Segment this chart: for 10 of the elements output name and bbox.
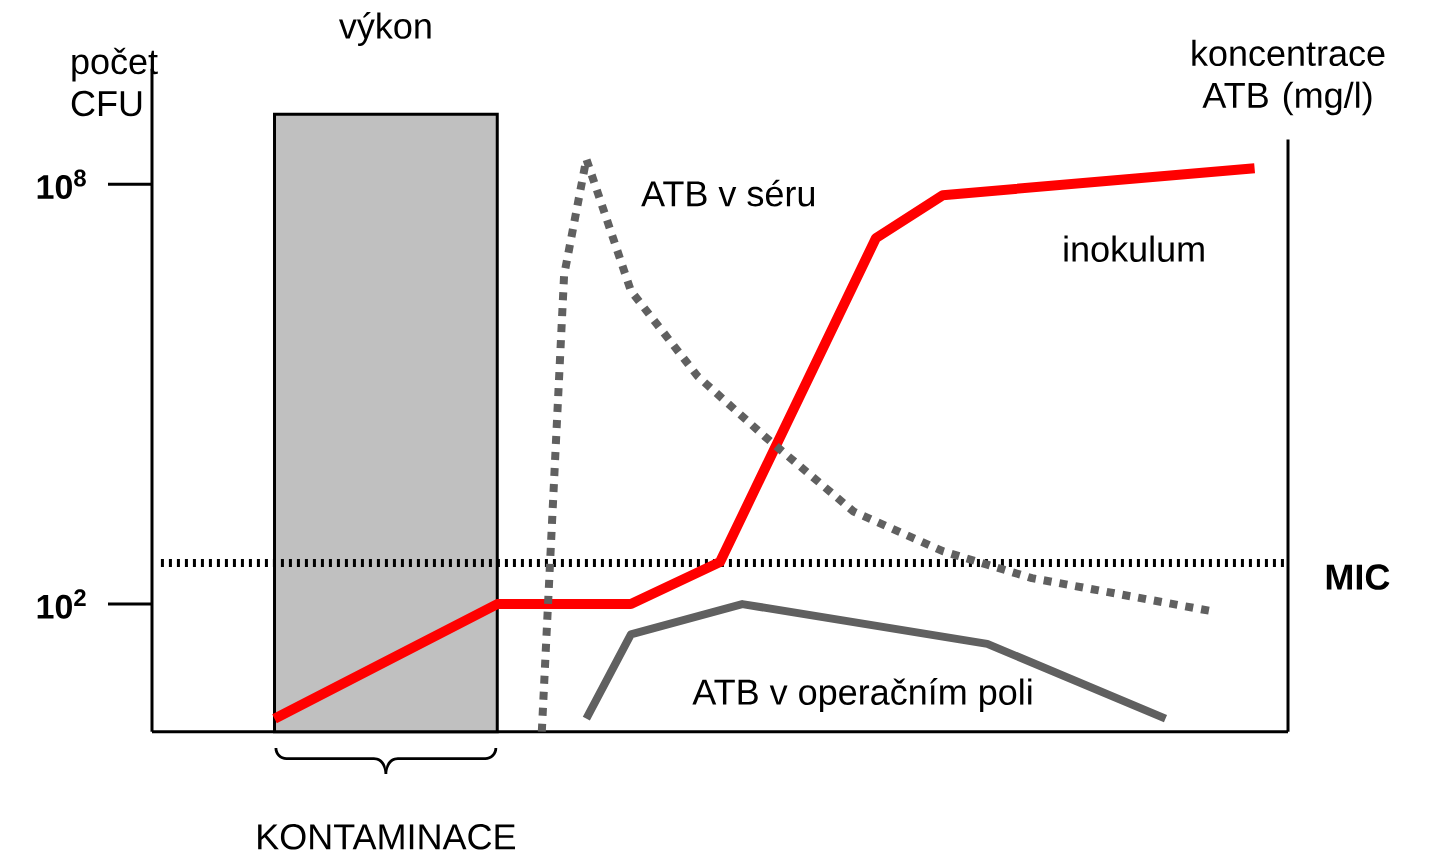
y-tick-label: 10$^{8}$ [37, 169, 86, 200]
series-label: ATB v séru [641, 179, 815, 207]
ref-line-label: MIC [1326, 564, 1390, 591]
y2-axis-title: koncentrace ATB (mg/l) [1192, 39, 1385, 116]
series-label: inokulum [1064, 235, 1204, 263]
series-label: ATB v operačním poli [692, 678, 1032, 713]
y-tick-label: 10$^{2}$ [37, 589, 86, 619]
text: výkon [338, 12, 431, 47]
text: KONTAMINACE [258, 824, 516, 850]
y-axis-title: počet CFU [71, 47, 158, 117]
